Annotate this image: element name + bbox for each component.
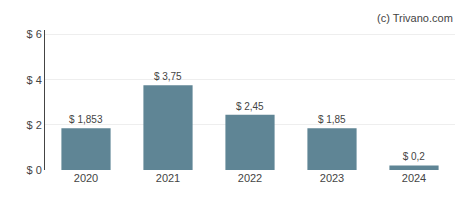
svg-text:$ 0,2: $ 0,2 xyxy=(403,151,426,162)
svg-text:(c) Trivano.com: (c) Trivano.com xyxy=(377,12,453,24)
svg-text:$ 3,75: $ 3,75 xyxy=(154,71,182,82)
svg-text:2024: 2024 xyxy=(402,172,426,184)
svg-text:$ 2,45: $ 2,45 xyxy=(236,101,264,112)
svg-text:$ 6: $ 6 xyxy=(27,28,42,40)
svg-text:$ 1,85: $ 1,85 xyxy=(318,114,346,125)
svg-text:2023: 2023 xyxy=(320,172,344,184)
svg-text:$ 1,853: $ 1,853 xyxy=(69,114,103,125)
svg-text:$ 2: $ 2 xyxy=(27,119,42,131)
svg-text:2020: 2020 xyxy=(74,172,98,184)
svg-text:$ 4: $ 4 xyxy=(27,74,42,86)
svg-text:2022: 2022 xyxy=(238,172,262,184)
svg-text:2021: 2021 xyxy=(156,172,180,184)
svg-text:$ 0: $ 0 xyxy=(27,164,42,176)
